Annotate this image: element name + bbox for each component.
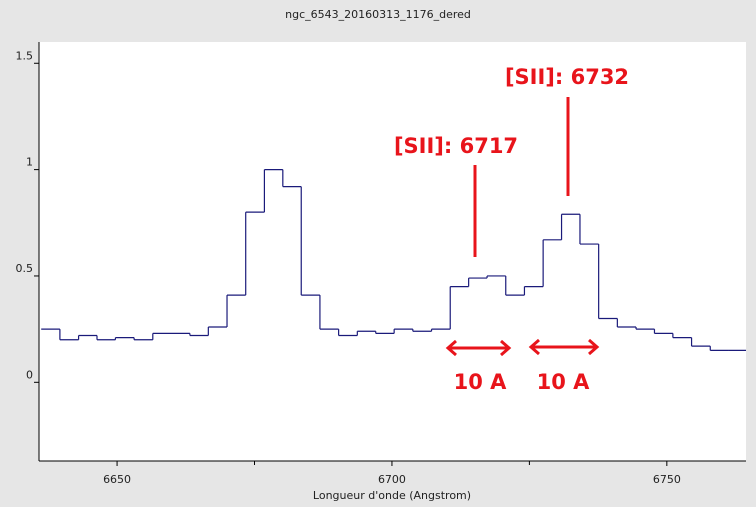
x-tick-label: 6700 xyxy=(378,473,406,486)
x-tick-label: 6650 xyxy=(103,473,131,486)
arrow xyxy=(445,339,512,357)
y-tick-label: 1 xyxy=(26,156,33,169)
annotations: [SII]: 6717 [SII]: 6732 10 A 10 A xyxy=(394,65,629,394)
y-tick-label: 0.5 xyxy=(16,262,34,275)
annotation: 10 A xyxy=(537,370,591,394)
annotation: 10 A xyxy=(454,370,508,394)
arrow xyxy=(528,338,600,356)
annotation: [SII]: 6732 xyxy=(505,65,629,89)
y-tick-label: 1.5 xyxy=(16,49,34,62)
x-axis-label: Longueur d'onde (Angstrom) xyxy=(313,489,471,502)
x-tick-label: 6750 xyxy=(653,473,681,486)
plot-area xyxy=(39,42,746,461)
y-tick-label: 0 xyxy=(26,368,33,381)
chart-title: ngc_6543_20160313_1176_dered xyxy=(285,8,471,21)
annotation: [SII]: 6717 xyxy=(394,134,518,158)
